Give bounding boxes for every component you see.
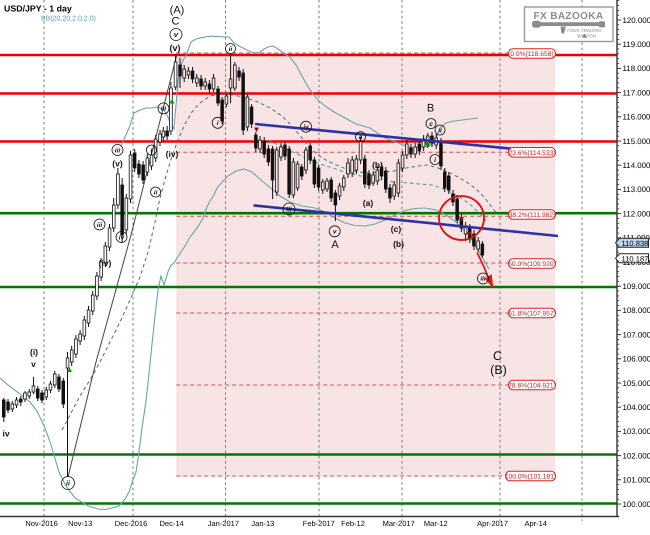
- svg-text:YOUR TRADING: YOUR TRADING: [566, 28, 602, 33]
- svg-text:78.6%(104.921): 78.6%(104.921): [508, 383, 556, 390]
- svg-text:100.0%(101.181): 100.0%(101.181): [505, 474, 556, 481]
- svg-text:117.000: 117.000: [623, 88, 650, 97]
- svg-text:120.000: 120.000: [623, 16, 650, 25]
- svg-text:(a): (a): [363, 198, 374, 208]
- svg-text:FX BAZOOKA: FX BAZOOKA: [533, 11, 603, 22]
- svg-text:ii: ii: [438, 127, 442, 134]
- svg-text:119.000: 119.000: [623, 40, 650, 49]
- svg-text:(b): (b): [393, 239, 404, 249]
- svg-text:Apr-14: Apr-14: [524, 519, 547, 528]
- svg-text:iii: iii: [286, 206, 292, 213]
- svg-text:(b): (b): [372, 160, 383, 170]
- svg-text:v: v: [31, 359, 36, 369]
- svg-text:101.000: 101.000: [623, 476, 650, 485]
- svg-text:114.000: 114.000: [623, 161, 650, 170]
- svg-text:115.000: 115.000: [623, 137, 650, 146]
- svg-text:Dec-14: Dec-14: [160, 519, 184, 528]
- svg-text:100.000: 100.000: [623, 500, 650, 509]
- svg-text:(c): (c): [391, 224, 402, 234]
- svg-text:USD/JPY - 1 day: USD/JPY - 1 day: [4, 4, 72, 14]
- svg-text:112.000: 112.000: [623, 209, 650, 218]
- svg-text:i: i: [434, 157, 436, 164]
- svg-text:C: C: [172, 15, 180, 27]
- svg-text:A: A: [331, 239, 339, 251]
- svg-text:Feb-12: Feb-12: [341, 519, 365, 528]
- svg-text:116.000: 116.000: [623, 113, 650, 122]
- svg-text:(i): (i): [30, 347, 38, 357]
- svg-text:109.000: 109.000: [623, 282, 650, 291]
- svg-text:BB(20,20,2.0,2.0): BB(20,20,2.0,2.0): [41, 15, 96, 23]
- svg-text:104.000: 104.000: [623, 403, 650, 412]
- svg-text:B: B: [427, 103, 434, 115]
- svg-text:i: i: [150, 147, 152, 154]
- svg-text:38.2%(111.982): 38.2%(111.982): [509, 212, 556, 219]
- svg-text:105.000: 105.000: [623, 379, 650, 388]
- svg-text:110.838: 110.838: [622, 239, 649, 248]
- svg-text:108.000: 108.000: [623, 306, 650, 315]
- svg-text:(v): (v): [112, 159, 123, 169]
- svg-text:61.8%(107.957): 61.8%(107.957): [508, 311, 556, 318]
- svg-text:i: i: [217, 120, 219, 127]
- svg-text:iv: iv: [119, 234, 125, 241]
- svg-text:113.000: 113.000: [623, 185, 650, 194]
- svg-text:iv: iv: [2, 429, 9, 439]
- svg-text:Apr-2017: Apr-2017: [477, 519, 508, 528]
- svg-text:102.000: 102.000: [623, 451, 650, 460]
- svg-text:110.187: 110.187: [622, 254, 649, 263]
- svg-text:(B): (B): [490, 363, 507, 377]
- svg-text:PON: PON: [586, 34, 596, 39]
- svg-text:iii: iii: [161, 106, 167, 113]
- svg-text:v: v: [333, 229, 337, 236]
- svg-text:iii: iii: [97, 222, 103, 229]
- svg-text:0.0%(118.658): 0.0%(118.658): [510, 51, 553, 58]
- svg-text:118.000: 118.000: [623, 64, 650, 73]
- svg-text:(v): (v): [170, 43, 181, 53]
- svg-text:ii: ii: [229, 46, 233, 53]
- svg-text:iv: iv: [303, 124, 309, 131]
- svg-text:50.0%(109.920): 50.0%(109.920): [508, 261, 556, 268]
- svg-text:(iv): (iv): [99, 258, 112, 268]
- svg-text:Mar-2017: Mar-2017: [383, 519, 415, 528]
- svg-text:iii: iii: [115, 147, 121, 154]
- svg-text:23.6%(114.533): 23.6%(114.533): [508, 150, 555, 157]
- svg-text:Nov-13: Nov-13: [68, 519, 92, 528]
- svg-text:(iv): (iv): [166, 149, 179, 159]
- svg-text:Mar-12: Mar-12: [424, 519, 448, 528]
- svg-text:C: C: [493, 349, 502, 363]
- svg-text:Dec-2016: Dec-2016: [115, 519, 148, 528]
- svg-text:Jan-2017: Jan-2017: [208, 519, 239, 528]
- svg-text:Feb-2017: Feb-2017: [303, 519, 335, 528]
- svg-text:106.000: 106.000: [623, 355, 650, 364]
- svg-text:ii: ii: [154, 189, 158, 196]
- svg-text:a: a: [359, 134, 363, 141]
- svg-text:iii: iii: [480, 276, 485, 283]
- svg-text:c: c: [429, 121, 433, 128]
- svg-text:Nov-2016: Nov-2016: [25, 519, 58, 528]
- svg-text:Jan-13: Jan-13: [251, 519, 274, 528]
- svg-text:103.000: 103.000: [623, 427, 650, 436]
- svg-text:107.000: 107.000: [623, 330, 650, 339]
